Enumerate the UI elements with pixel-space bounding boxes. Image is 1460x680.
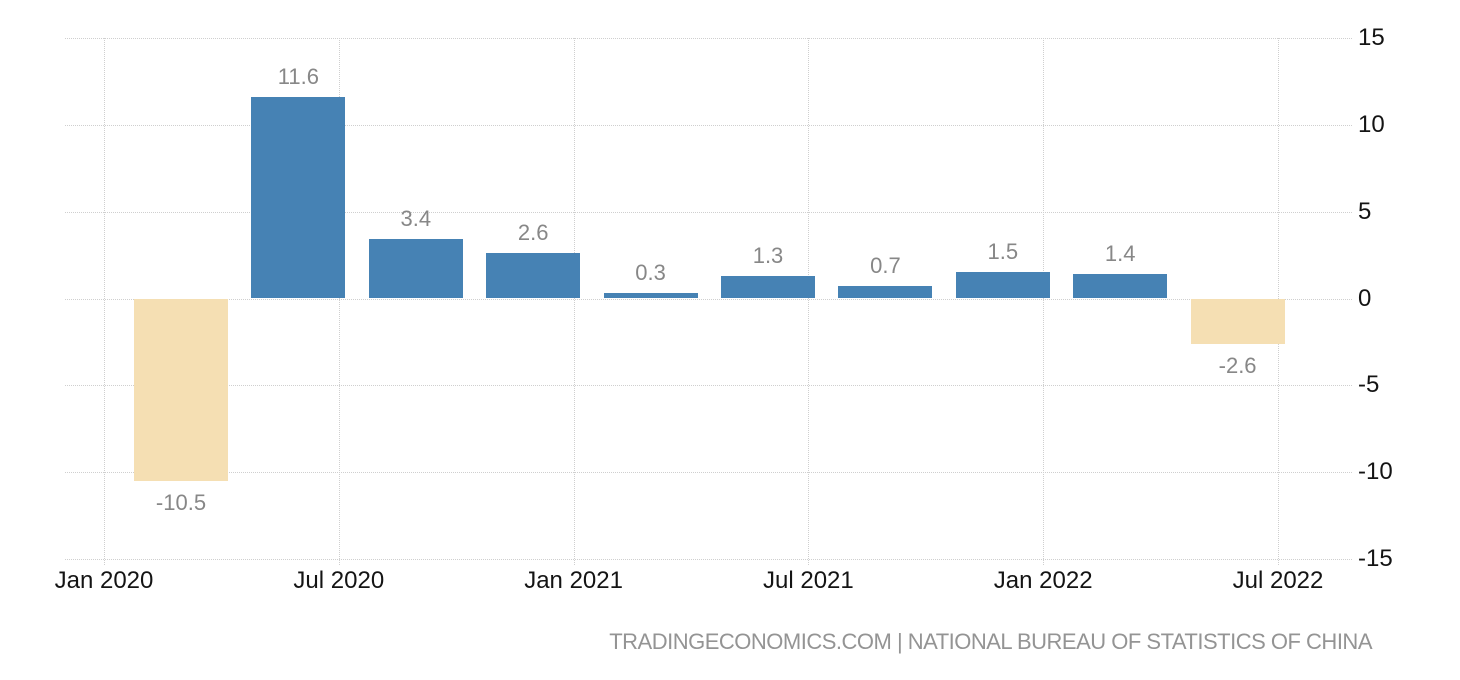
x-axis-label: Jan 2020 — [54, 567, 154, 594]
bar[interactable] — [955, 272, 1050, 299]
bar[interactable] — [251, 97, 346, 299]
bar[interactable] — [721, 275, 815, 299]
v-gridline — [338, 38, 340, 565]
h-gridline — [65, 124, 1352, 126]
h-gridline — [65, 211, 1352, 213]
y-axis-label: -15 — [1358, 545, 1393, 572]
x-axis-label: Jan 2022 — [993, 567, 1093, 594]
bar[interactable] — [838, 286, 933, 299]
v-gridline — [573, 38, 575, 565]
bar-value-label: -10.5 — [155, 489, 207, 515]
bar-value-label: 0.3 — [635, 260, 666, 286]
bar-value-label: 11.6 — [277, 64, 319, 90]
bar[interactable] — [486, 253, 581, 299]
y-axis-label: 15 — [1358, 24, 1385, 51]
x-axis-label: Jan 2021 — [524, 567, 623, 594]
bar[interactable] — [1073, 274, 1168, 299]
y-axis-label: -5 — [1358, 371, 1380, 399]
source-attribution: TRADINGECONOMICS.COM | NATIONAL BUREAU O… — [609, 629, 1372, 654]
bar-value-label: 1.5 — [987, 239, 1019, 265]
v-gridline — [104, 38, 105, 565]
h-gridline — [65, 298, 1352, 300]
y-axis-label: 10 — [1358, 110, 1385, 138]
bar[interactable] — [1190, 298, 1285, 344]
bar[interactable] — [603, 293, 698, 299]
y-axis-label: 5 — [1358, 197, 1372, 225]
h-gridline — [65, 385, 1352, 387]
bar-value-label: 0.7 — [870, 253, 901, 279]
h-gridline — [65, 38, 1352, 39]
h-gridline — [65, 559, 1352, 560]
bar-value-label: 2.6 — [517, 220, 549, 246]
bar-value-label: 3.4 — [400, 206, 432, 232]
bar[interactable] — [134, 298, 228, 481]
y-axis-label: 0 — [1358, 284, 1372, 312]
y-axis-label: -10 — [1358, 458, 1393, 486]
x-axis-label: Jul 2020 — [293, 567, 385, 594]
bar-value-label: -2.6 — [1218, 352, 1257, 378]
v-gridline — [808, 38, 810, 565]
bar-value-label: 1.4 — [1104, 241, 1136, 267]
x-axis-label: Jul 2022 — [1232, 567, 1324, 594]
bar[interactable] — [368, 239, 463, 299]
v-gridline — [1043, 38, 1045, 565]
h-gridline — [65, 472, 1352, 474]
bar-value-label: 1.3 — [752, 242, 784, 268]
x-axis-label: Jul 2021 — [763, 567, 854, 594]
